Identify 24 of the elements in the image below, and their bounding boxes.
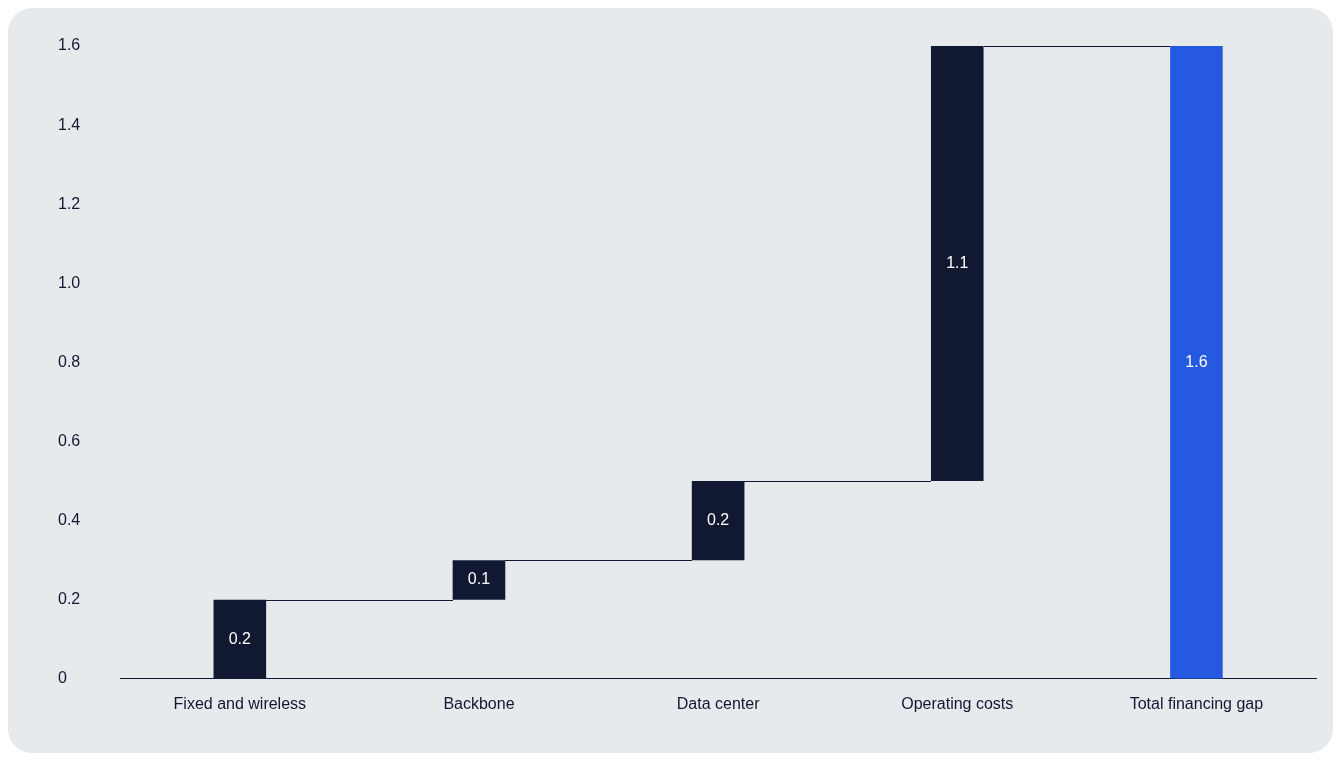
y-tick-label: 1.4 bbox=[58, 115, 81, 133]
bar bbox=[213, 599, 267, 679]
y-tick-label: 0.4 bbox=[58, 511, 81, 529]
bar bbox=[930, 46, 984, 482]
x-tick-label: Fixed and wireless bbox=[173, 694, 307, 712]
bar bbox=[1170, 46, 1223, 679]
bar bbox=[452, 560, 506, 600]
data-label: 1.1 bbox=[946, 253, 969, 271]
y-tick-label: 1.2 bbox=[58, 194, 81, 212]
x-tick-label: Data center bbox=[676, 694, 761, 712]
x-tick-label: Operating costs bbox=[901, 694, 1014, 712]
y-tick-label: 0.8 bbox=[58, 352, 81, 370]
y-tick-label: 0.6 bbox=[58, 431, 81, 449]
x-tick-label: Backbone bbox=[443, 694, 515, 712]
y-tick-label: 0.2 bbox=[58, 590, 81, 608]
x-tick-label: Total financing gap bbox=[1129, 694, 1264, 712]
data-label: 0.2 bbox=[707, 511, 730, 529]
data-label: 1.6 bbox=[1185, 352, 1208, 370]
y-tick-label: 1.6 bbox=[58, 36, 81, 54]
data-label: 0.1 bbox=[467, 570, 491, 588]
y-tick-label: 1.0 bbox=[58, 273, 81, 291]
data-label: 0.2 bbox=[228, 629, 252, 647]
y-tick-label: 0 bbox=[58, 669, 67, 687]
bar bbox=[691, 481, 745, 561]
